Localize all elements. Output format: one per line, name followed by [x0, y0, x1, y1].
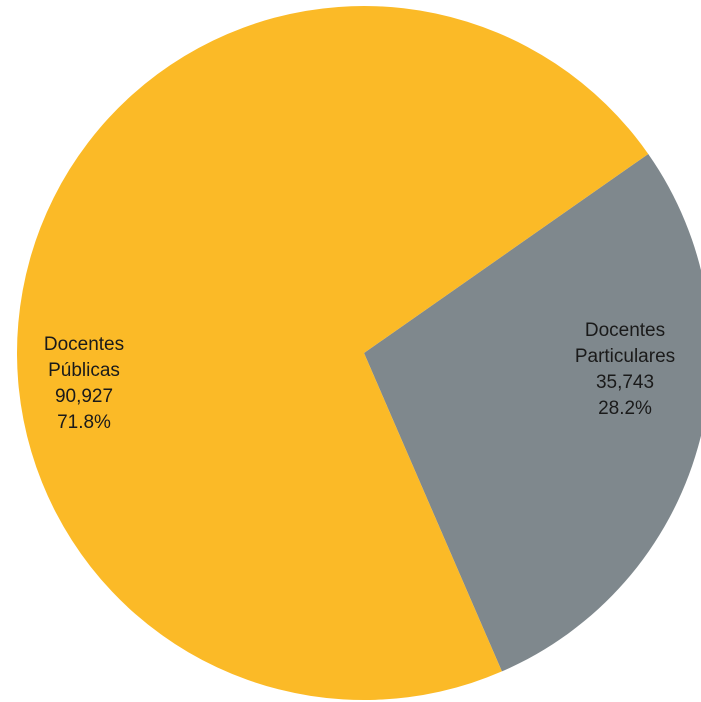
pie-labels: Docentes Particulares 35,743 28.2% Docentes P…: [44, 320, 675, 433]
slice-label-line: 90,927: [55, 386, 113, 407]
slice-label-1: Docentes Particulares 35,743 28.2%: [575, 320, 675, 419]
slice-label-line: 35,743: [596, 372, 654, 393]
pie-slices: [17, 5, 701, 701]
slice-label-line: Docentes: [44, 334, 124, 355]
slice-label-0: Docentes Públicas 90,927 71.8%: [44, 334, 124, 433]
slice-label-line: Públicas: [48, 360, 120, 381]
pie-slice-0: [17, 5, 649, 701]
pie-slice-1: [364, 153, 701, 672]
slice-label-line: 71.8%: [57, 412, 111, 433]
slice-label-line: 28.2%: [598, 398, 652, 419]
slice-label-line: Particulares: [575, 346, 675, 367]
slice-label-line: Docentes: [585, 320, 665, 341]
